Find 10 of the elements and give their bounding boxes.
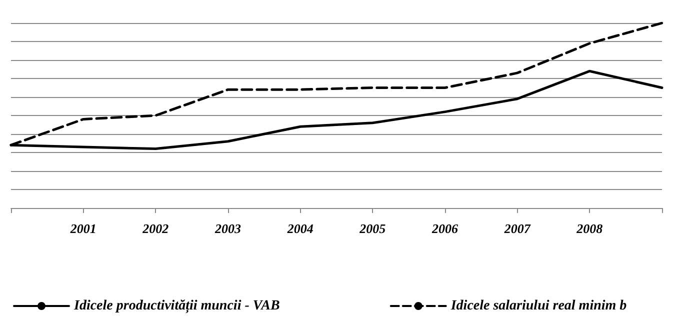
legend-label: Idicele salariului real minim b (450, 298, 627, 314)
legend-label: Idicele productivității muncii - VAB (73, 298, 280, 314)
x-tick-label: 2001 (69, 221, 96, 236)
x-tick-label: 2004 (286, 221, 314, 236)
x-tick-label: 2003 (214, 221, 242, 236)
x-tick-label: 2008 (576, 221, 604, 236)
x-tick-label: 2002 (142, 221, 170, 236)
x-tick-label: 2006 (431, 221, 458, 236)
x-tick-label: 2005 (358, 221, 386, 236)
x-tick-label: 2007 (503, 221, 531, 236)
